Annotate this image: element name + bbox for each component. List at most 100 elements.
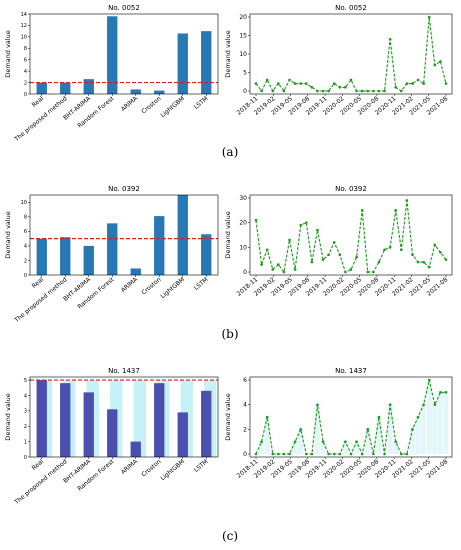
- bar: [130, 268, 141, 275]
- data-point: [355, 440, 358, 443]
- data-point: [265, 248, 269, 252]
- series-line: [255, 200, 447, 274]
- series-line: [255, 16, 447, 93]
- data-point: [405, 199, 409, 202]
- y-tick-label: 10: [21, 35, 27, 41]
- y-tick-label: 4: [243, 402, 247, 409]
- y-tick-label: 0: [243, 88, 247, 95]
- line-shadow: [421, 404, 427, 454]
- line-chart-title: No. 0052: [335, 4, 367, 12]
- bar: [36, 238, 47, 275]
- data-point: [427, 265, 431, 269]
- x-tick-label: LightGBM: [159, 458, 186, 482]
- x-tick-label: LSTM: [193, 276, 210, 292]
- x-tick-label: LightGBM: [159, 276, 186, 300]
- data-point: [254, 82, 258, 85]
- data-point: [422, 403, 425, 406]
- line-shadow: [298, 429, 304, 454]
- bar-chart-ylabel: Demand value: [4, 211, 12, 258]
- data-point: [299, 428, 303, 431]
- data-point: [349, 268, 353, 271]
- bar: [201, 234, 212, 275]
- bar-chart-title: No. 0052: [108, 4, 140, 12]
- data-point: [372, 452, 375, 456]
- bar-chart-title: No. 1437: [108, 367, 140, 375]
- bar: [83, 79, 94, 94]
- y-tick-label: 1: [24, 439, 27, 445]
- data-point: [422, 82, 425, 85]
- data-point: [327, 452, 330, 456]
- data-point: [377, 415, 381, 419]
- data-point: [405, 82, 409, 85]
- line-chart-frame: [249, 376, 453, 458]
- data-point: [383, 452, 386, 456]
- bar: [177, 195, 188, 275]
- data-point: [355, 89, 358, 93]
- data-point: [383, 89, 386, 93]
- data-point: [288, 78, 291, 82]
- data-point: [372, 270, 375, 274]
- x-tick-label: ARIMA: [120, 276, 140, 294]
- data-point: [282, 452, 286, 456]
- bar: [60, 82, 71, 94]
- bar: [154, 216, 165, 275]
- data-point: [344, 86, 347, 89]
- data-point: [439, 250, 442, 254]
- y-tick-label: 10: [239, 51, 247, 58]
- y-tick-label: 0: [24, 273, 27, 279]
- data-point: [304, 221, 308, 224]
- data-point: [310, 452, 314, 456]
- line-chart-ylabel: Demand value: [224, 30, 232, 77]
- data-point: [439, 391, 442, 394]
- bar-chart-ylabel: Demand value: [4, 30, 12, 77]
- bar: [177, 33, 188, 94]
- line-shadow: [292, 441, 298, 454]
- line-shadow: [365, 429, 371, 454]
- data-point: [293, 440, 297, 443]
- line-shadow: [259, 441, 265, 454]
- bar: [60, 383, 71, 457]
- data-point: [355, 255, 358, 259]
- data-point: [416, 415, 420, 419]
- data-point: [360, 89, 364, 93]
- x-tick-label: Croston: [140, 276, 162, 296]
- x-tick-label: ARIMA: [120, 458, 140, 476]
- data-point: [366, 270, 370, 274]
- bar: [60, 237, 71, 275]
- data-point: [349, 452, 353, 456]
- y-tick-label: 0: [243, 451, 247, 458]
- data-point: [271, 268, 275, 271]
- bar: [154, 383, 165, 457]
- y-tick-label: 10: [239, 244, 247, 251]
- data-point: [338, 452, 342, 456]
- data-point: [304, 82, 308, 85]
- line-shadow: [320, 441, 326, 454]
- data-point: [271, 452, 275, 456]
- data-point: [260, 263, 263, 266]
- data-point: [388, 403, 392, 406]
- panel-caption: (c): [222, 529, 238, 543]
- line-shadow: [443, 392, 449, 454]
- x-tick-label: Real: [31, 95, 46, 109]
- data-point: [366, 89, 370, 93]
- y-tick-label: 4: [24, 69, 27, 75]
- line-shadow: [264, 417, 270, 454]
- data-point: [327, 253, 330, 257]
- line-shadow: [354, 441, 360, 454]
- data-point: [394, 86, 398, 89]
- data-point: [360, 209, 364, 212]
- y-tick-label: 0: [243, 269, 247, 276]
- data-point: [388, 37, 392, 41]
- data-point: [399, 248, 403, 252]
- bar-chart-frame: [29, 376, 219, 458]
- x-tick-label: Real: [31, 458, 46, 472]
- y-tick-label: 2: [24, 80, 27, 86]
- bar: [177, 412, 188, 457]
- y-tick-label: 5: [24, 378, 27, 384]
- y-tick-label: 12: [21, 23, 27, 29]
- data-point: [288, 452, 291, 456]
- panel-caption: (b): [221, 327, 238, 341]
